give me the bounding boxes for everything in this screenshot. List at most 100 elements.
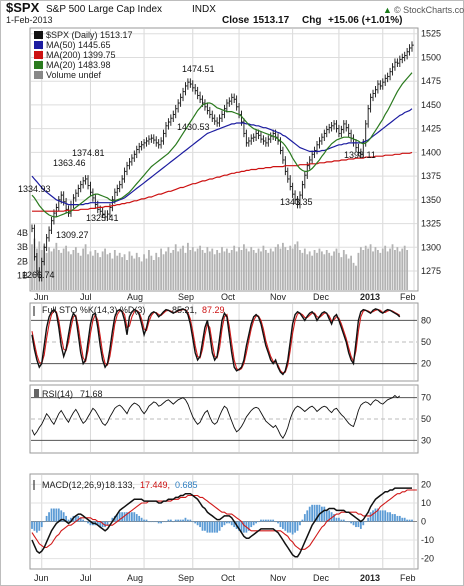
macd-histogram-bar	[384, 510, 387, 522]
label-layer: 1275 1300 1325 1350 1375 1400 1425 1450 1475 1500…	[17, 29, 441, 583]
macd-histogram-bar	[320, 506, 323, 522]
volume-bar	[269, 248, 272, 290]
macd-histogram-bar	[165, 521, 167, 523]
ma50-line	[31, 108, 413, 206]
volume-bar	[123, 254, 126, 290]
macd-histogram-bar	[33, 521, 36, 531]
macd-histogram-bar	[372, 510, 374, 522]
macd-histogram-bar	[274, 521, 277, 523]
price-tick-label: 1350	[421, 195, 441, 205]
volume-bar	[53, 248, 55, 290]
macd-histogram-bar	[50, 508, 53, 522]
macd-hist-value: 0.685	[175, 480, 198, 490]
volume-bar	[379, 252, 382, 290]
volume-bar	[172, 250, 175, 290]
volume-bar	[157, 257, 160, 290]
x-tick-label-bottom: 2013	[360, 573, 380, 583]
volume-bar	[274, 247, 277, 290]
price-annotation: 1343.35	[280, 197, 313, 207]
macd-histogram-bar	[143, 519, 145, 522]
volume-bar	[316, 252, 318, 290]
volume-bar	[143, 254, 145, 290]
macd-line	[31, 487, 412, 558]
volume-bar	[113, 250, 116, 290]
chg-value: +15.06 (+1.01%)	[328, 15, 403, 26]
volume-bar	[89, 251, 92, 290]
macd-tick-label: 20	[421, 479, 431, 489]
legend-swatch	[34, 71, 43, 79]
macd-histogram-bar	[135, 514, 138, 522]
x-tick-label-bottom: Dec	[313, 573, 330, 583]
volume-bar	[77, 252, 80, 290]
volume-bar	[62, 248, 65, 290]
macd-tick-label: -20	[421, 554, 434, 564]
macd-histogram-bar	[48, 512, 50, 522]
volume-bar	[330, 255, 333, 290]
price-panel-title: $SPX (Daily) 1513.17	[46, 30, 133, 40]
stochastic-d-value: 87.29	[202, 305, 225, 315]
macd-histogram-bar	[138, 515, 141, 522]
volume-bar	[60, 252, 63, 290]
legend-label: MA(20) 1483.98	[46, 60, 111, 70]
macd-histogram-bar	[347, 521, 350, 523]
close-label: Close	[222, 15, 250, 26]
volume-bar	[367, 248, 370, 290]
macd-histogram-bar	[362, 521, 365, 526]
macd-histogram-bar	[342, 519, 345, 522]
macd-histogram-bar	[394, 514, 396, 522]
volume-bar	[165, 251, 167, 290]
macd-histogram-bar	[40, 521, 43, 528]
macd-histogram-bar	[194, 521, 197, 524]
x-tick-label-bottom: Jul	[80, 573, 92, 583]
volume-bar	[84, 244, 87, 290]
price-annotation: 1430.53	[177, 122, 210, 132]
volume-bar	[342, 250, 345, 290]
volume-bar	[104, 248, 106, 290]
legend-label: MA(50) 1445.65	[46, 40, 111, 50]
macd-histogram-bar	[55, 508, 58, 522]
macd-histogram-bar	[279, 521, 282, 528]
macd-histogram-bar	[313, 504, 316, 522]
macd-histogram-bar	[177, 519, 180, 522]
macd-histogram-bar	[218, 521, 221, 531]
macd-histogram-bar	[57, 508, 60, 522]
macd-histogram-bar	[196, 521, 199, 526]
volume-bar	[167, 247, 170, 290]
macd-histogram-bar	[379, 510, 382, 522]
macd-histogram-bar	[376, 508, 379, 522]
price-tick-label: 1400	[421, 147, 441, 157]
macd-histogram-bar	[355, 521, 357, 528]
macd-histogram-bar	[308, 506, 311, 522]
volume-bar	[31, 244, 33, 290]
volume-bar	[281, 242, 284, 290]
price-tick-label: 1450	[421, 100, 441, 110]
volume-bar	[320, 251, 323, 290]
volume-bar	[294, 244, 296, 290]
macd-histogram-bar	[408, 519, 411, 522]
macd-histogram-bar	[277, 521, 279, 524]
macd-histogram-bar	[43, 521, 46, 523]
rsi-tick-label: 30	[421, 435, 431, 445]
volume-bar	[364, 245, 367, 290]
legend-swatch	[34, 61, 43, 69]
macd-histogram-bar	[406, 519, 409, 522]
x-tick-label-bottom: Sep	[178, 573, 194, 583]
macd-histogram-bar	[174, 519, 177, 522]
volume-bar	[65, 245, 68, 290]
volume-bar	[396, 247, 399, 290]
volume-bar	[140, 261, 143, 290]
macd-histogram-bar	[87, 521, 89, 524]
volume-bar	[99, 257, 102, 290]
macd-histogram-bar	[118, 512, 121, 522]
macd-histogram-bar	[152, 521, 155, 523]
macd-histogram-bar	[286, 521, 289, 533]
volume-bar	[406, 250, 409, 290]
stochastic-title: Full STO %K(14,3) %D(3)	[42, 305, 145, 315]
volume-bar	[135, 252, 138, 290]
macd-histogram-bar	[155, 521, 158, 523]
price-annotation: 1474.51	[182, 64, 215, 74]
volume-bar	[386, 251, 389, 290]
macd-histogram-bar	[228, 521, 231, 524]
x-tick-label: Feb	[400, 292, 416, 302]
